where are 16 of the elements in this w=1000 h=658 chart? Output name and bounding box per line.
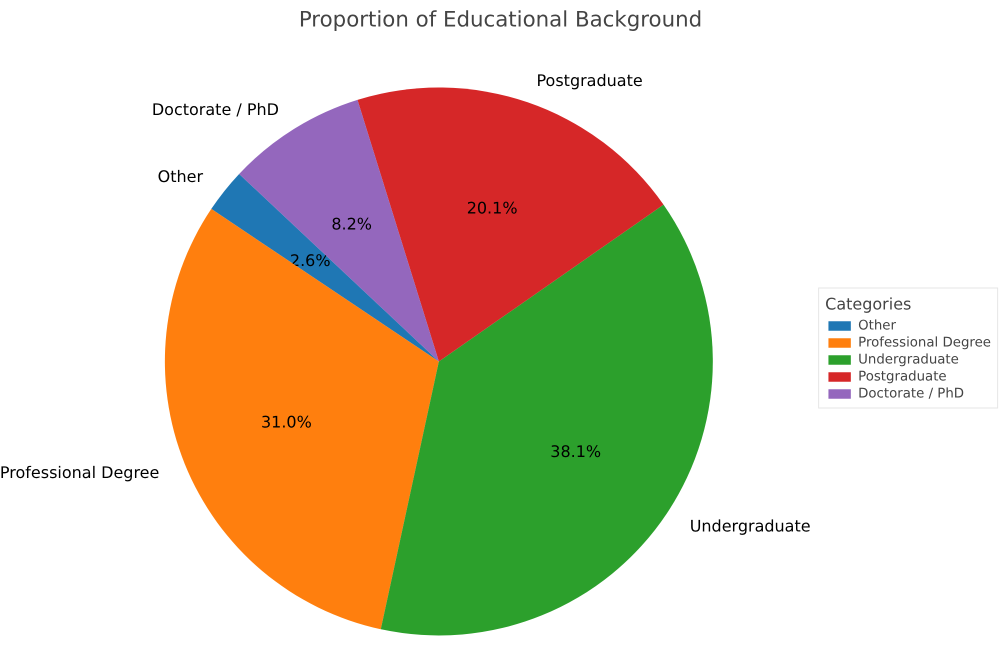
- slice-label: Professional Degree: [0, 463, 160, 482]
- legend-label: Other: [858, 318, 896, 333]
- legend-label: Doctorate / PhD: [858, 386, 964, 401]
- legend-title: Categories: [825, 294, 912, 313]
- legend-label: Undergraduate: [858, 352, 959, 367]
- data-label: 8.2%: [331, 214, 372, 234]
- data-label: 20.1%: [466, 198, 518, 218]
- slice-label: Other: [158, 167, 204, 186]
- slice-label: Doctorate / PhD: [152, 100, 279, 120]
- data-label: 31.0%: [260, 412, 312, 432]
- slice-label: Postgraduate: [536, 71, 643, 90]
- legend-label: Professional Degree: [858, 335, 991, 350]
- slice-label: Undergraduate: [690, 516, 811, 536]
- data-label: 38.1%: [550, 442, 602, 461]
- chart-title: Proportion of Educational Background: [298, 8, 702, 32]
- legend-label: Postgraduate: [858, 369, 947, 384]
